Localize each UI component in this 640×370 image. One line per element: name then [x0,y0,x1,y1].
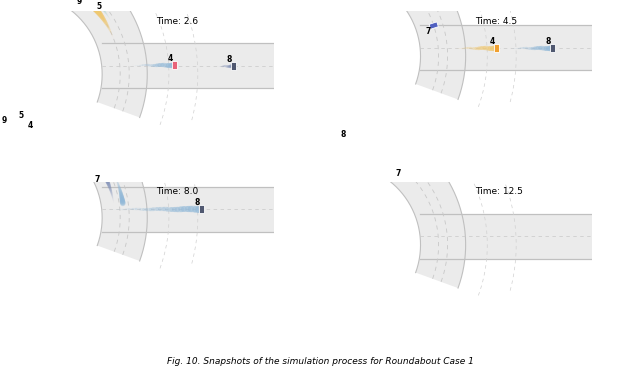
Polygon shape [494,44,499,52]
Polygon shape [99,169,109,178]
Text: 8: 8 [340,130,346,139]
Polygon shape [296,0,466,100]
Text: 4: 4 [489,37,495,46]
Text: Time: 12.5: Time: 12.5 [475,187,522,196]
Text: Fig. 10. Snapshots of the simulation process for Roundabout Case 1: Fig. 10. Snapshots of the simulation pro… [166,357,474,366]
Polygon shape [296,118,466,288]
Text: 8: 8 [194,198,200,207]
Polygon shape [429,22,438,29]
Polygon shape [232,61,236,70]
Text: Time: 2.6: Time: 2.6 [156,17,198,26]
Polygon shape [89,2,98,11]
Text: 7: 7 [426,27,431,36]
Text: 9: 9 [77,0,82,6]
Polygon shape [0,110,6,119]
Polygon shape [0,0,147,118]
Text: 4: 4 [28,121,33,130]
Polygon shape [420,213,628,259]
Text: 7: 7 [95,175,100,184]
Text: Time: 8.0: Time: 8.0 [156,187,198,196]
Polygon shape [388,163,397,173]
Polygon shape [346,136,351,145]
Text: 4: 4 [167,54,172,63]
Polygon shape [420,25,628,70]
Text: 9: 9 [2,116,7,125]
Text: 8: 8 [545,37,550,46]
Polygon shape [0,91,147,261]
Polygon shape [102,186,310,232]
Polygon shape [21,124,27,132]
Polygon shape [13,114,19,123]
Text: 7: 7 [396,169,401,178]
Polygon shape [550,44,555,52]
Polygon shape [172,61,177,69]
Text: 8: 8 [227,55,232,64]
Polygon shape [8,118,14,127]
Polygon shape [81,0,90,8]
Polygon shape [199,205,204,213]
Text: Time: 4.5: Time: 4.5 [475,17,517,26]
Polygon shape [102,43,310,88]
Text: 5: 5 [19,111,24,120]
Text: 5: 5 [97,2,102,11]
